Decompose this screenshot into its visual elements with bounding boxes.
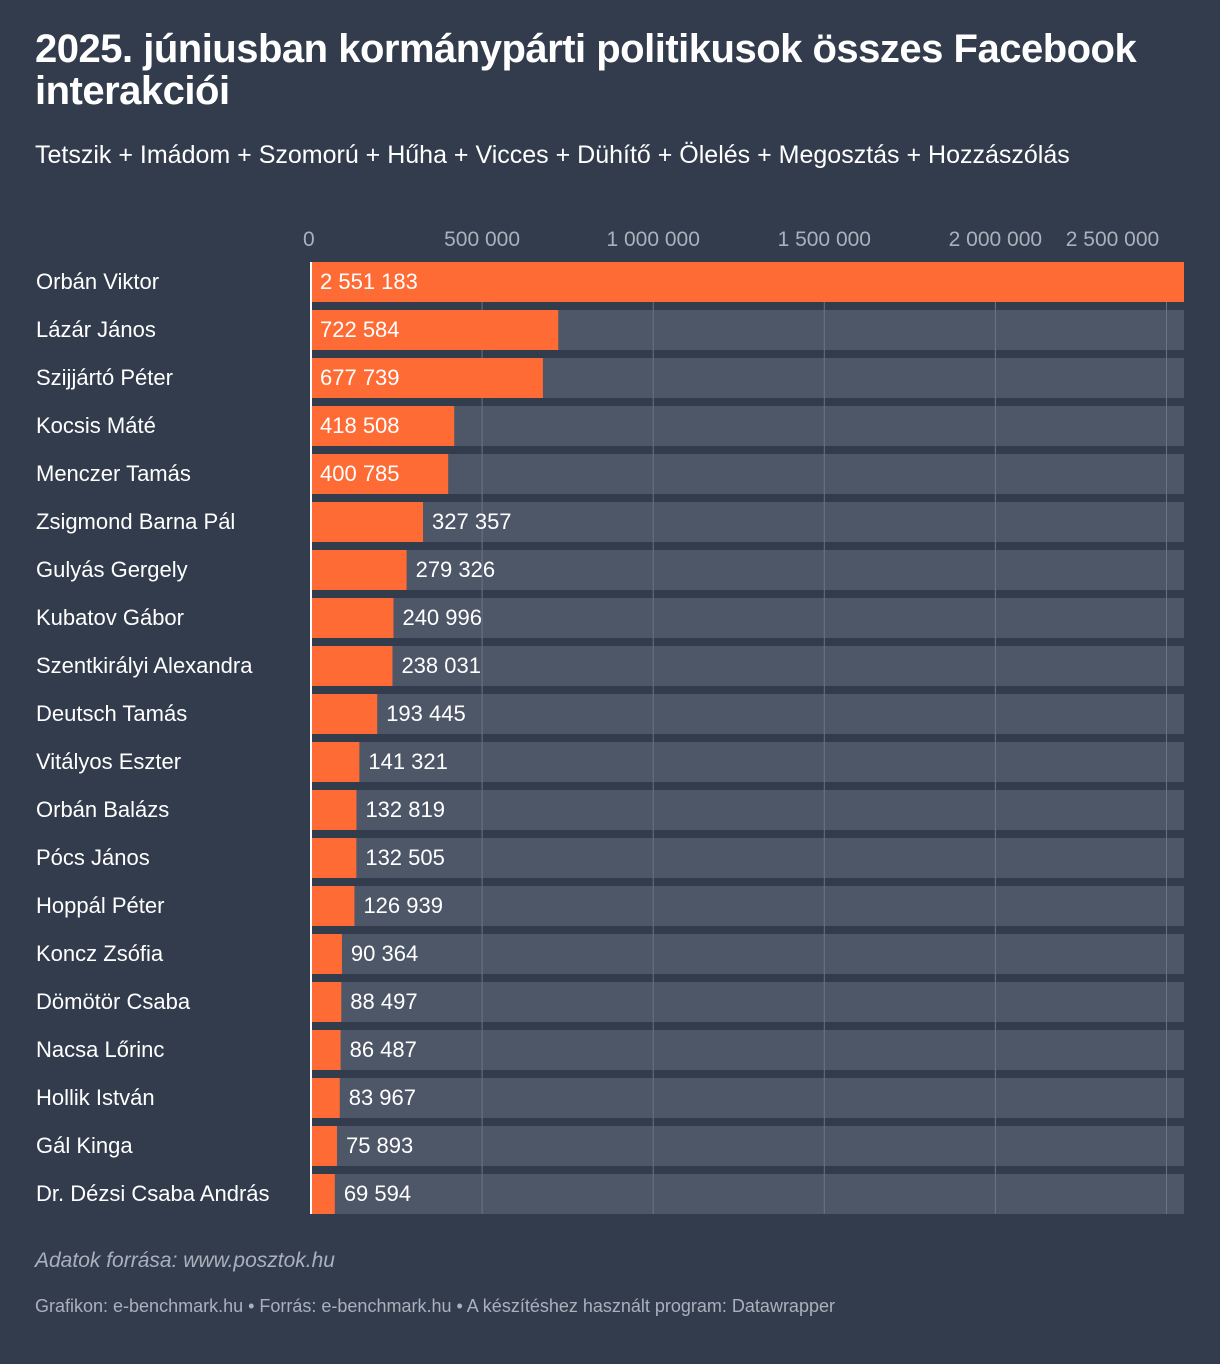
value-label: 132 819 bbox=[365, 797, 445, 822]
bar-track bbox=[311, 934, 1184, 974]
value-label: 88 497 bbox=[350, 989, 417, 1014]
value-label: 677 739 bbox=[320, 365, 400, 390]
bar bbox=[311, 886, 355, 926]
chart-footer: Grafikon: e-benchmark.hu • Forrás: e-ben… bbox=[35, 1296, 835, 1316]
category-label: Orbán Viktor bbox=[36, 269, 159, 294]
value-label: 193 445 bbox=[386, 701, 466, 726]
category-label: Szentkirályi Alexandra bbox=[36, 653, 253, 678]
category-label: Vitályos Eszter bbox=[36, 749, 181, 774]
bar-track bbox=[311, 742, 1184, 782]
category-label: Zsigmond Barna Pál bbox=[36, 509, 235, 534]
category-label: Gulyás Gergely bbox=[36, 557, 188, 582]
bar-track bbox=[311, 1030, 1184, 1070]
category-label: Orbán Balázs bbox=[36, 797, 169, 822]
value-label: 327 357 bbox=[432, 509, 512, 534]
x-tick-label: 0 bbox=[303, 228, 315, 251]
bar bbox=[311, 1174, 335, 1214]
category-label: Kocsis Máté bbox=[36, 413, 156, 438]
value-label: 141 321 bbox=[368, 749, 448, 774]
category-label: Koncz Zsófia bbox=[36, 941, 164, 966]
bar-track bbox=[311, 502, 1184, 542]
x-tick-label: 500 000 bbox=[444, 228, 520, 251]
bar-track bbox=[311, 454, 1184, 494]
value-label: 418 508 bbox=[320, 413, 400, 438]
bar bbox=[311, 1126, 337, 1166]
bar-track bbox=[311, 982, 1184, 1022]
bar-track bbox=[311, 1078, 1184, 1118]
value-label: 132 505 bbox=[365, 845, 445, 870]
bar-track bbox=[311, 886, 1184, 926]
bar bbox=[311, 262, 1184, 302]
bar bbox=[311, 646, 393, 686]
bar-track bbox=[311, 646, 1184, 686]
chart-subtitle: Tetszik + Imádom + Szomorú + Hűha + Vicc… bbox=[35, 141, 1070, 169]
value-label: 240 996 bbox=[402, 605, 482, 630]
category-label: Szijjártó Péter bbox=[36, 365, 173, 390]
bar bbox=[311, 598, 394, 638]
bar-track bbox=[311, 1174, 1184, 1214]
bar-track bbox=[311, 598, 1184, 638]
bar bbox=[311, 454, 449, 494]
bar-chart: 0 500 000 1 000 000 1 500 000 2 000 000 2 500… bbox=[36, 228, 1184, 1214]
category-label: Deutsch Tamás bbox=[36, 701, 187, 726]
bar bbox=[311, 310, 559, 350]
category-label: Kubatov Gábor bbox=[36, 605, 184, 630]
category-label: Hollik István bbox=[36, 1085, 155, 1110]
bar bbox=[311, 550, 407, 590]
bar-track bbox=[311, 550, 1184, 590]
bar-track bbox=[311, 694, 1184, 734]
value-label: 400 785 bbox=[320, 461, 400, 486]
category-label: Pócs János bbox=[36, 845, 150, 870]
category-label: Lázár János bbox=[36, 317, 156, 342]
value-label: 722 584 bbox=[320, 317, 400, 342]
category-label: Nacsa Lőrinc bbox=[36, 1037, 164, 1062]
x-tick-label: 2 000 000 bbox=[949, 228, 1042, 251]
bar bbox=[311, 406, 455, 446]
x-tick-label: 2 500 000 bbox=[1066, 228, 1159, 251]
bar bbox=[311, 742, 360, 782]
bar bbox=[311, 1078, 340, 1118]
bar bbox=[311, 358, 543, 398]
value-label: 90 364 bbox=[351, 941, 418, 966]
category-label: Hoppál Péter bbox=[36, 893, 164, 918]
value-label: 75 893 bbox=[346, 1133, 413, 1158]
value-label: 86 487 bbox=[350, 1037, 417, 1062]
category-label: Gál Kinga bbox=[36, 1133, 133, 1158]
category-label: Menczer Tamás bbox=[36, 461, 191, 486]
x-tick-label: 1 000 000 bbox=[606, 228, 699, 251]
bar-track bbox=[311, 838, 1184, 878]
bar-track bbox=[311, 1126, 1184, 1166]
x-tick-label: 1 500 000 bbox=[778, 228, 871, 251]
value-label: 126 939 bbox=[363, 893, 443, 918]
bar bbox=[311, 982, 342, 1022]
bar bbox=[311, 1030, 341, 1070]
chart-title: 2025. júniusban kormánypárti politikusok… bbox=[35, 27, 1137, 113]
category-label: Dr. Dézsi Csaba András bbox=[36, 1181, 270, 1206]
value-label: 238 031 bbox=[401, 653, 481, 678]
value-label: 69 594 bbox=[344, 1181, 411, 1206]
value-label: 83 967 bbox=[349, 1085, 416, 1110]
bar bbox=[311, 694, 378, 734]
value-label: 2 551 183 bbox=[320, 269, 418, 294]
bar bbox=[311, 502, 424, 542]
bar bbox=[311, 838, 357, 878]
data-source-note: Adatok forrása: www.posztok.hu bbox=[35, 1249, 335, 1272]
bar bbox=[311, 934, 342, 974]
bar bbox=[311, 790, 357, 830]
value-label: 279 326 bbox=[416, 557, 496, 582]
category-label: Dömötör Csaba bbox=[36, 989, 191, 1014]
bar-track bbox=[311, 790, 1184, 830]
bar-track bbox=[311, 406, 1184, 446]
